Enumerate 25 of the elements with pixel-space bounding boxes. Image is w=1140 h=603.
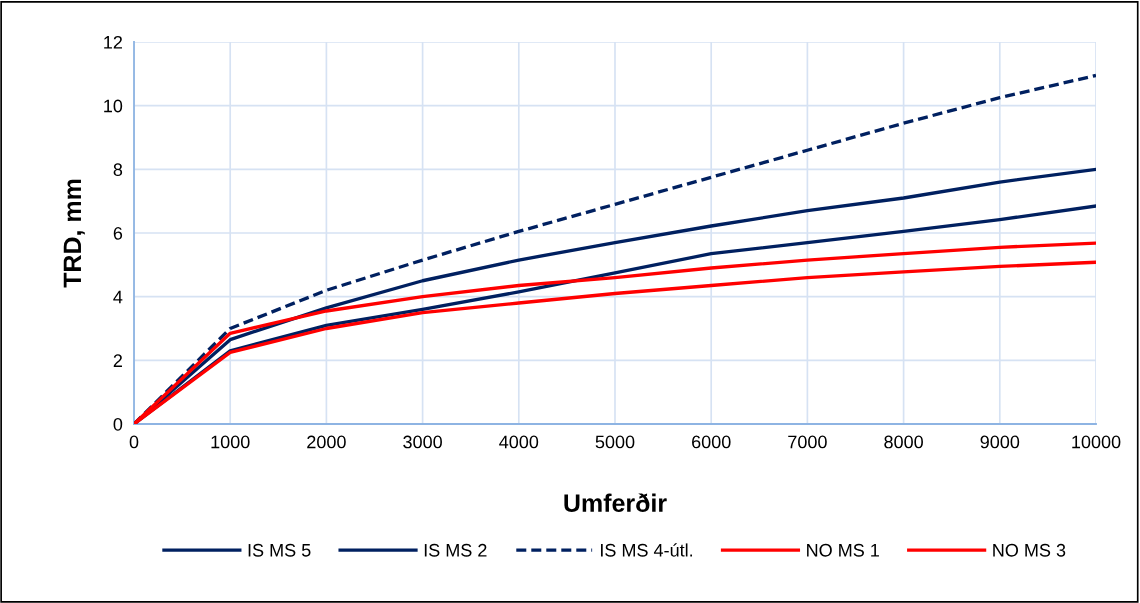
- legend-label: NO MS 3: [993, 543, 1066, 557]
- x-tick-label: 5000: [595, 435, 635, 449]
- x-tick-label: 8000: [884, 435, 923, 449]
- x-tick-label: 1000: [211, 435, 250, 449]
- x-tick-label: 3000: [403, 435, 442, 449]
- x-tick-label: 0: [129, 435, 139, 449]
- x-tick-label: 7000: [788, 435, 827, 449]
- y-tick-label: 4: [113, 290, 123, 304]
- x-tick-label: 9000: [980, 435, 1020, 449]
- y-tick-label: 0: [113, 417, 123, 431]
- legend-label: IS MS 2: [424, 543, 487, 557]
- x-tick-label: 6000: [692, 435, 731, 449]
- y-tick-label: 10: [104, 99, 123, 113]
- x-tick-label: 4000: [499, 435, 539, 449]
- y-tick-label: 8: [113, 163, 123, 177]
- legend-label: IS MS 5: [248, 543, 311, 557]
- y-axis-title: TRD, mm: [63, 179, 85, 288]
- legend-label: NO MS 1: [807, 543, 879, 557]
- x-tick-label: 10000: [1072, 435, 1121, 449]
- y-tick-label: 6: [113, 226, 123, 240]
- y-tick-label: 12: [104, 35, 122, 49]
- x-axis-title: Umferðir: [564, 493, 667, 512]
- y-tick-label: 2: [113, 354, 122, 367]
- legend-label: IS MS 4-útl.: [601, 543, 693, 557]
- x-tick-label: 2000: [307, 435, 346, 449]
